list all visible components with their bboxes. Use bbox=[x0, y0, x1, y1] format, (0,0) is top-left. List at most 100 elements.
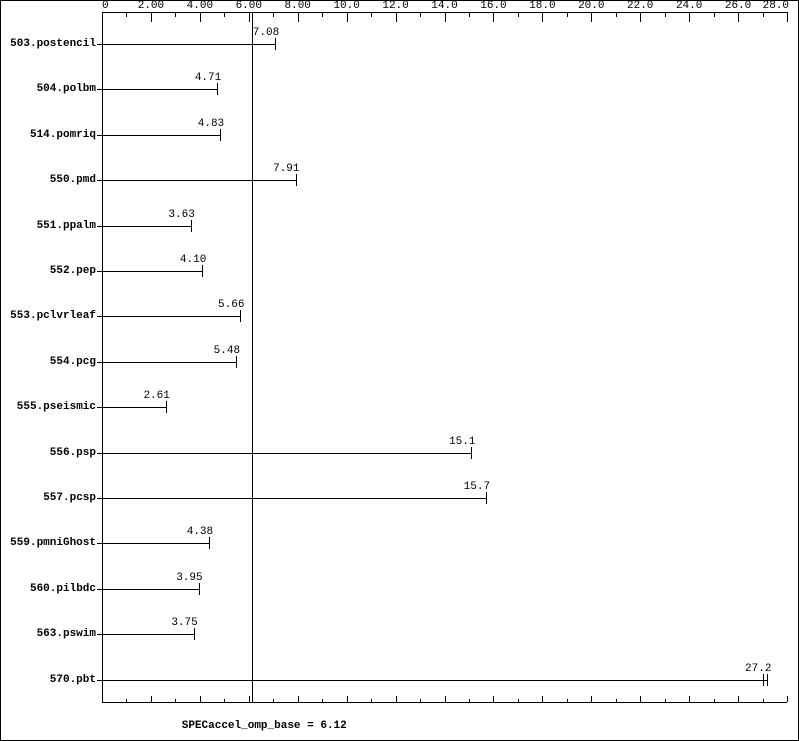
bar-end-tick bbox=[471, 447, 472, 459]
top-minor-tick bbox=[224, 12, 225, 17]
axis-tick-label: 18.0 bbox=[524, 0, 560, 12]
top-minor-tick bbox=[371, 12, 372, 17]
axis-tick-label: 24.0 bbox=[671, 0, 707, 12]
bottom-major-tick bbox=[493, 696, 494, 702]
axis-tick-label: 6.00 bbox=[231, 0, 267, 12]
top-major-tick bbox=[689, 12, 690, 22]
bar-line bbox=[102, 498, 486, 499]
axis-tick-label: 12.0 bbox=[378, 0, 414, 12]
category-label: 563.pswim bbox=[0, 628, 96, 640]
bar-value-label: 5.48 bbox=[196, 345, 240, 357]
left-axis-line bbox=[102, 12, 103, 703]
top-minor-tick bbox=[273, 12, 274, 17]
axis-tick-label: 10.0 bbox=[329, 0, 365, 12]
bar-line bbox=[102, 634, 194, 635]
bar-value-label: 5.66 bbox=[200, 299, 244, 311]
axis-tick-label: 28.0 bbox=[757, 0, 789, 12]
footer-label: SPECaccel_omp_base = 6.12 bbox=[182, 720, 347, 732]
bottom-major-tick bbox=[787, 696, 788, 702]
category-label: 552.pep bbox=[0, 265, 96, 277]
bar-line bbox=[102, 226, 191, 227]
bottom-minor-tick bbox=[616, 699, 617, 702]
bar-line bbox=[102, 407, 166, 408]
category-label: 551.ppalm bbox=[0, 220, 96, 232]
bar-value-label: 7.08 bbox=[235, 27, 279, 39]
bar-line bbox=[102, 44, 275, 45]
top-minor-tick bbox=[420, 12, 421, 17]
category-label: 550.pmd bbox=[0, 174, 96, 186]
bar-end-tick bbox=[767, 674, 768, 686]
axis-tick-label: 16.0 bbox=[475, 0, 511, 12]
bar-line bbox=[102, 680, 767, 681]
top-minor-tick bbox=[665, 12, 666, 17]
category-label: 514.pomriq bbox=[0, 129, 96, 141]
bar-line bbox=[102, 543, 209, 544]
top-major-tick bbox=[640, 12, 641, 22]
bar-line bbox=[102, 453, 471, 454]
bar-value-label: 2.61 bbox=[126, 390, 170, 402]
bottom-axis-line bbox=[102, 702, 787, 703]
bar-line bbox=[102, 135, 220, 136]
bar-line bbox=[102, 271, 202, 272]
top-major-tick bbox=[738, 12, 739, 22]
bar-end-tick bbox=[199, 583, 200, 595]
bottom-minor-tick bbox=[273, 699, 274, 702]
bar-value-label: 27.2 bbox=[727, 663, 771, 675]
bottom-minor-tick bbox=[469, 699, 470, 702]
top-minor-tick bbox=[469, 12, 470, 17]
axis-tick-label: 0 bbox=[102, 0, 122, 12]
top-minor-tick bbox=[714, 12, 715, 17]
bottom-major-tick bbox=[249, 696, 250, 702]
bottom-major-tick bbox=[542, 696, 543, 702]
bottom-major-tick bbox=[298, 696, 299, 702]
bar-value-label: 4.10 bbox=[162, 254, 206, 266]
category-label: 555.pseismic bbox=[0, 401, 96, 413]
bottom-minor-tick bbox=[714, 699, 715, 702]
bar-value-label: 15.1 bbox=[431, 436, 475, 448]
top-minor-tick bbox=[322, 12, 323, 17]
bottom-major-tick bbox=[591, 696, 592, 702]
bottom-minor-tick bbox=[224, 699, 225, 702]
bar-end-tick-extra bbox=[763, 674, 764, 686]
bar-value-label: 4.38 bbox=[169, 526, 213, 538]
bar-end-tick bbox=[194, 628, 195, 640]
axis-tick-label: 2.00 bbox=[133, 0, 169, 12]
bar-value-label: 7.91 bbox=[256, 163, 300, 175]
bar-end-tick bbox=[209, 537, 210, 549]
category-label: 560.pilbdc bbox=[0, 583, 96, 595]
bar-value-label: 3.63 bbox=[151, 209, 195, 221]
bottom-minor-tick bbox=[322, 699, 323, 702]
bar-end-tick bbox=[217, 83, 218, 95]
top-minor-tick bbox=[567, 12, 568, 17]
bottom-minor-tick bbox=[371, 699, 372, 702]
bottom-major-tick bbox=[738, 696, 739, 702]
top-major-tick bbox=[445, 12, 446, 22]
axis-tick-label: 20.0 bbox=[573, 0, 609, 12]
bottom-major-tick bbox=[396, 696, 397, 702]
bottom-major-tick bbox=[689, 696, 690, 702]
bar-value-label: 3.75 bbox=[154, 617, 198, 629]
bottom-minor-tick bbox=[567, 699, 568, 702]
bar-end-tick bbox=[236, 356, 237, 368]
top-major-tick bbox=[151, 12, 152, 22]
category-label: 553.pclvrleaf bbox=[0, 310, 96, 322]
bar-value-label: 15.7 bbox=[446, 481, 490, 493]
bottom-major-tick bbox=[640, 696, 641, 702]
top-major-tick bbox=[396, 12, 397, 22]
axis-tick-label: 4.00 bbox=[182, 0, 218, 12]
top-minor-tick bbox=[518, 12, 519, 17]
bar-end-tick bbox=[220, 129, 221, 141]
bar-end-tick bbox=[191, 220, 192, 232]
bottom-minor-tick bbox=[126, 699, 127, 702]
bottom-major-tick bbox=[151, 696, 152, 702]
bottom-minor-tick bbox=[420, 699, 421, 702]
bar-end-tick bbox=[275, 38, 276, 50]
category-label: 559.pmniGhost bbox=[0, 537, 96, 549]
axis-tick-label: 22.0 bbox=[622, 0, 658, 12]
top-major-tick bbox=[787, 12, 788, 22]
top-major-tick bbox=[542, 12, 543, 22]
top-major-tick bbox=[347, 12, 348, 22]
bottom-major-tick bbox=[445, 696, 446, 702]
category-label: 556.psp bbox=[0, 447, 96, 459]
axis-tick-label: 14.0 bbox=[427, 0, 463, 12]
